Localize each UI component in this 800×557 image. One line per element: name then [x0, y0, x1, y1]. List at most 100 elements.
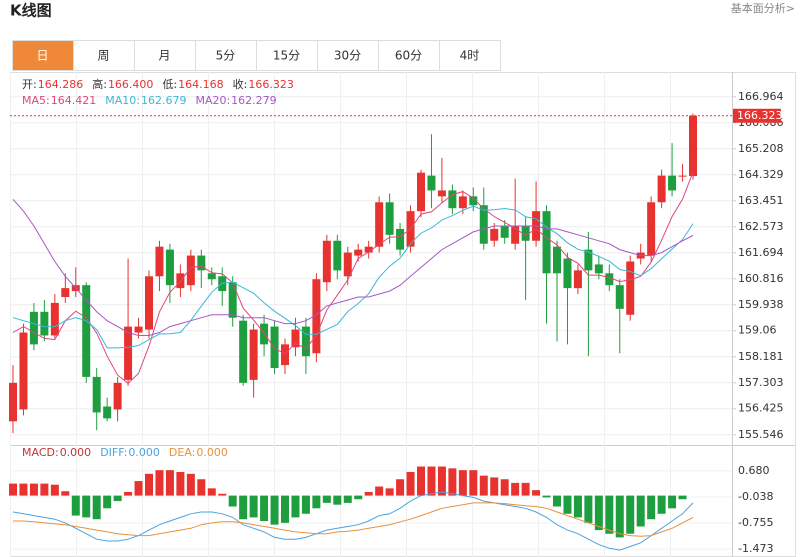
info-label: MACD: [22, 446, 59, 459]
macd-bar [406, 471, 415, 496]
fundamental-link[interactable]: 基本面分析> [731, 1, 795, 15]
y-tick-label: 162.573 [738, 220, 784, 233]
info-value: 0.000 [128, 446, 160, 459]
candle-body [427, 175, 436, 191]
macd-bar [218, 493, 227, 496]
macd-bar [605, 495, 614, 534]
macd-bar [71, 495, 80, 516]
last-price-label: 166.323 [737, 109, 783, 122]
tab-label[interactable]: 月 [158, 49, 170, 63]
tab-box[interactable] [317, 40, 379, 71]
macd-bar [322, 495, 331, 503]
tab-box[interactable] [12, 40, 74, 71]
candle-body [563, 258, 572, 289]
macd-bar [186, 473, 195, 496]
candle-body [9, 382, 17, 422]
candle-body [322, 240, 331, 283]
candle-body [448, 190, 457, 209]
candle-body [82, 285, 91, 377]
tab-box[interactable] [134, 40, 196, 71]
candle-body [647, 202, 656, 256]
candle-body [490, 228, 499, 241]
ma-line [12, 205, 694, 349]
macd-bar [458, 470, 467, 496]
candle-body [92, 376, 101, 413]
candle-body [668, 175, 677, 191]
candle-body [29, 311, 38, 345]
candle-body [239, 320, 248, 383]
tab-label[interactable]: 日 [36, 49, 48, 63]
candle-body [500, 225, 509, 238]
dea-line [13, 502, 694, 537]
tab-label[interactable]: 5分 [216, 49, 236, 63]
y-tick-label: 164.329 [738, 168, 784, 181]
candle-body [207, 273, 216, 280]
tab-box[interactable] [439, 40, 501, 71]
tab-label[interactable]: 15分 [273, 49, 300, 63]
candle-body [103, 406, 112, 419]
macd-bar [615, 495, 624, 538]
info-value: 164.286 [38, 78, 84, 91]
macd-bar [155, 470, 164, 496]
macd-bar [427, 466, 436, 496]
y-tick-label: 156.425 [738, 402, 784, 415]
tab-box[interactable] [256, 40, 318, 71]
candle-body [145, 276, 153, 330]
info-label: 低: [162, 78, 177, 91]
macd-bar [50, 484, 59, 496]
candle-body [689, 115, 697, 177]
tab-label[interactable]: 60分 [395, 49, 422, 63]
macd-bar [228, 495, 237, 507]
candle-body [155, 246, 164, 277]
candle-body [61, 288, 70, 297]
ma-line [12, 198, 694, 336]
candle-body [511, 225, 520, 244]
candle-body [333, 240, 342, 271]
macd-bar [532, 490, 541, 496]
info-value: 166.323 [248, 78, 294, 91]
tab-box[interactable] [378, 40, 440, 71]
candle-body [165, 249, 174, 286]
macd-bar [396, 479, 405, 496]
macd-bar [490, 477, 499, 496]
candle-body [458, 196, 467, 209]
macd-bar [249, 495, 258, 518]
candle-body [396, 228, 405, 250]
macd-bar [594, 495, 603, 531]
macd-bar [9, 483, 17, 496]
macd-bar [500, 479, 509, 496]
tab-label[interactable]: 30分 [334, 49, 361, 63]
tab-label[interactable]: 4时 [460, 49, 480, 63]
macd-bar [312, 495, 321, 509]
candle-body [249, 329, 258, 380]
candle-body [301, 326, 310, 357]
macd-bar [333, 495, 342, 505]
macd-bar [207, 488, 216, 496]
macd-bar [364, 491, 373, 496]
info-value: 162.679 [141, 94, 187, 107]
macd-bar [61, 491, 70, 496]
y-tick-label: 166.964 [738, 90, 784, 103]
info-value: 162.279 [231, 94, 277, 107]
tab-label[interactable]: 周 [97, 49, 109, 63]
candle-body [291, 329, 300, 348]
macd-bar [291, 495, 300, 518]
macd-bar [134, 481, 143, 496]
candle-body [657, 175, 666, 203]
candle-body [270, 326, 279, 369]
candle-body [605, 273, 614, 286]
candle-body [417, 172, 425, 212]
y-tick-label: 165.208 [738, 142, 784, 155]
candle-body [50, 302, 59, 336]
y-tick-label: 155.546 [738, 428, 784, 441]
info-value: 0.000 [60, 446, 92, 459]
tab-box[interactable] [195, 40, 257, 71]
diff-line [12, 491, 694, 551]
macd-bar [145, 473, 153, 496]
candle-body [469, 196, 478, 206]
candle-body [354, 249, 363, 256]
macd-bar [375, 486, 384, 496]
macd-tick-label: -1.473 [738, 542, 773, 555]
candle-body [312, 279, 321, 354]
macd-bar [29, 483, 38, 496]
